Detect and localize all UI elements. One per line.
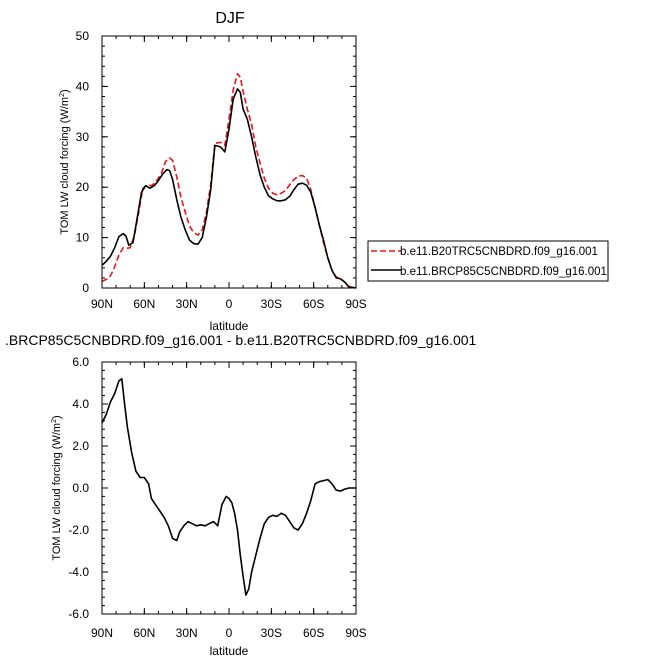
top-y-tick-label: 0	[82, 281, 89, 295]
top-x-tick-label: 30S	[261, 297, 282, 311]
top-x-tick-label: 30N	[176, 297, 198, 311]
bottom-x-tick-label: 0	[226, 626, 233, 640]
top-series-line-dashed	[101, 73, 357, 289]
bottom-chart-title: .BRCP85C5CNBDRD.f09_g16.001 - b.e11.B20T…	[5, 332, 477, 348]
top-y-axis-label-main: TOM LW cloud forcing (W/m	[59, 97, 71, 235]
top-y-axis-label-close: )	[59, 89, 71, 93]
bottom-y-axis-label-close: )	[51, 415, 63, 419]
bottom-x-tick-label: 90N	[91, 626, 113, 640]
top-y-tick-label: 20	[76, 180, 90, 194]
bottom-y-tick-label: 0.0	[72, 481, 89, 495]
bottom-y-tick-label: 4.0	[72, 397, 89, 411]
top-y-axis-label-sup: 2	[59, 93, 66, 97]
bottom-x-tick-label: 30N	[176, 626, 198, 640]
bottom-x-axis-label: latitude	[210, 644, 249, 658]
bottom-y-ticks: -6.0 -4.0 -2.0 0.0 2.0 4.0 6.0	[68, 355, 356, 621]
bottom-panel: .BRCP85C5CNBDRD.f09_g16.001 - b.e11.B20T…	[5, 332, 477, 658]
bottom-x-tick-label: 60N	[133, 626, 155, 640]
bottom-y-axis-label: TOM LW cloud forcing (W/m2)	[51, 415, 63, 560]
legend-box	[367, 240, 609, 282]
legend-label-solid: b.e11.BRCP85C5CNBDRD.f09_g16.001	[400, 266, 607, 278]
bottom-y-tick-label: -4.0	[68, 565, 89, 579]
top-series-lines	[101, 73, 357, 289]
top-x-tick-label: 90N	[91, 297, 113, 311]
bottom-y-tick-label: -6.0	[68, 607, 89, 621]
top-y-tick-label: 50	[76, 29, 90, 43]
top-chart-title: DJF	[215, 10, 245, 27]
top-y-axis-label: TOM LW cloud forcing (W/m2)	[59, 89, 71, 234]
top-plot-frame	[101, 35, 357, 289]
bottom-x-tick-label: 30S	[261, 626, 282, 640]
bottom-series-line-solid	[101, 377, 356, 596]
top-x-tick-label: 60N	[133, 297, 155, 311]
top-series-line-solid	[101, 88, 357, 289]
bottom-plot-frame	[101, 361, 357, 615]
top-panel: DJF TOM LW cloud forcing (W/m2) 01020304…	[59, 10, 367, 333]
bottom-y-tick-label: 6.0	[72, 355, 89, 369]
bottom-series-lines	[101, 377, 356, 596]
top-x-axis-label: latitude	[210, 319, 249, 333]
top-y-tick-label: 30	[76, 130, 90, 144]
top-x-ticks: 90N 60N 30N 0 30S 60S 90S	[91, 36, 367, 311]
top-x-tick-label: 90S	[345, 297, 366, 311]
bottom-y-tick-label: 2.0	[72, 439, 89, 453]
bottom-y-axis-label-main: TOM LW cloud forcing (W/m	[51, 423, 63, 561]
top-y-ticks: 0 10 20 30 40 50	[76, 29, 356, 295]
top-x-tick-label: 0	[226, 297, 233, 311]
legend-label-dashed: b.e11.B20TRC5CNBDRD.f09_g16.001	[400, 246, 598, 258]
bottom-y-axis-label-sup: 2	[51, 419, 58, 423]
bottom-x-tick-label: 60S	[303, 626, 324, 640]
top-y-tick-label: 40	[76, 79, 90, 93]
bottom-y-tick-label: -2.0	[68, 523, 89, 537]
bottom-x-tick-label: 90S	[345, 626, 366, 640]
legend: b.e11.B20TRC5CNBDRD.f09_g16.001 b.e11.BR…	[367, 240, 609, 282]
bottom-x-ticks: 90N 60N 30N 0 30S 60S 90S	[91, 362, 367, 640]
top-x-tick-label: 60S	[303, 297, 324, 311]
top-y-tick-label: 10	[76, 231, 90, 245]
